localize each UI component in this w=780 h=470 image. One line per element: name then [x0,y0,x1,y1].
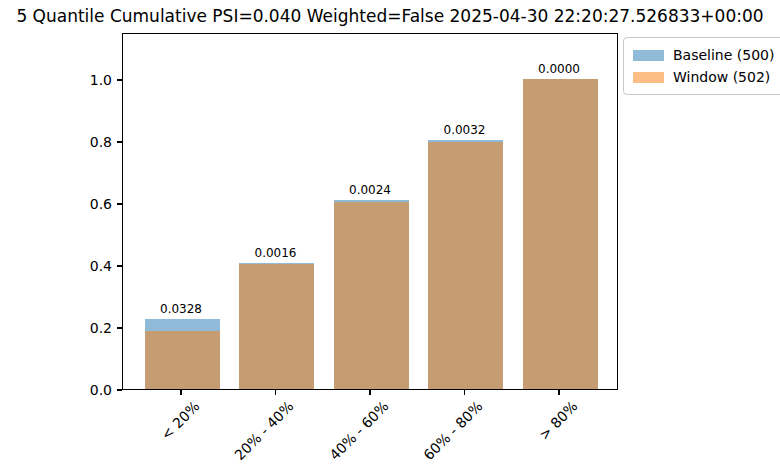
y-tick-label: 0.0 [72,383,112,397]
bar-value-label: 0.0032 [425,123,505,137]
bar-1 [145,319,220,389]
y-axis-tick-labels: 0.00.20.40.60.81.0 [72,33,112,390]
x-tick-mark [369,390,371,395]
bar-overlap-segment [145,331,220,389]
x-tick-label: 20% - 40% [232,398,297,463]
bar-value-label: 0.0328 [141,302,221,316]
bar-2 [239,263,314,389]
x-tick-label: > 80% [536,398,581,443]
bar-cap-segment [334,200,409,202]
y-tick-mark [117,141,122,143]
x-tick-mark [180,390,182,395]
bar-3 [334,200,409,389]
x-tick-mark [464,390,466,395]
bar-value-label: 0.0000 [519,62,599,76]
x-tick-mark [275,390,277,395]
y-tick-mark [117,389,122,391]
legend: Baseline (500) Window (502) [623,37,780,95]
x-tick-label: < 20% [158,398,203,443]
bar-4 [428,140,503,389]
bar-value-label: 0.0016 [236,246,316,260]
y-tick-label: 0.4 [72,259,112,273]
chart-title: 5 Quantile Cumulative PSI=0.040 Weighted… [0,6,780,26]
y-tick-mark [117,265,122,267]
bar-cap-segment [145,319,220,331]
x-tick-mark [558,390,560,395]
legend-swatch-icon [633,72,664,83]
legend-entry-window: Window (502) [633,66,774,88]
bar-cap-segment [239,263,314,264]
legend-entry-baseline: Baseline (500) [633,44,774,66]
plot-area [122,33,618,390]
bar-5 [523,79,598,389]
bar-overlap-segment [334,202,409,389]
bar-overlap-segment [523,79,598,389]
figure: 5 Quantile Cumulative PSI=0.040 Weighted… [0,0,780,470]
y-tick-mark [117,327,122,329]
y-tick-label: 0.6 [72,197,112,211]
y-tick-label: 1.0 [72,73,112,87]
bar-value-label: 0.0024 [330,183,410,197]
x-tick-label: 60% - 80% [421,398,486,463]
y-tick-label: 0.8 [72,135,112,149]
y-tick-mark [117,79,122,81]
legend-label: Window (502) [673,69,770,85]
bar-cap-segment [428,140,503,142]
legend-label: Baseline (500) [673,47,774,63]
bar-overlap-segment [239,264,314,389]
y-tick-mark [117,203,122,205]
bar-overlap-segment [428,142,503,389]
y-tick-label: 0.2 [72,321,112,335]
legend-swatch-icon [633,50,664,61]
x-tick-label: 40% - 60% [326,398,391,463]
